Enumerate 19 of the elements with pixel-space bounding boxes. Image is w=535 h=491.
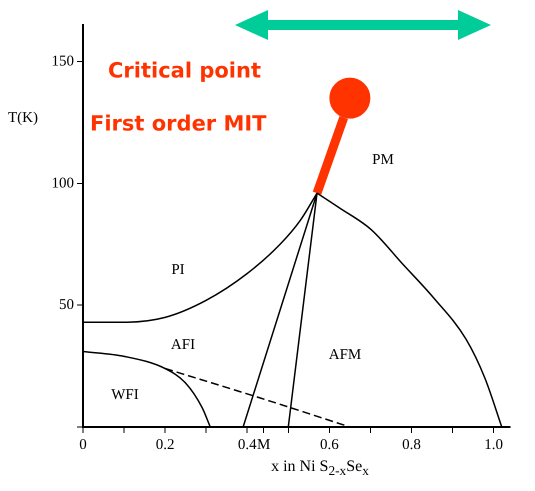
x-tick-label: 0: [79, 436, 87, 453]
y-tick-label: 150: [52, 53, 74, 70]
annotation: WFI: [111, 386, 139, 403]
x-tick-label: 1.0: [484, 436, 503, 453]
annotation: AFM: [328, 346, 362, 363]
x-tick-label: 0.4: [238, 436, 258, 453]
x-tick-label: M: [256, 436, 270, 453]
y-tick-label: 50: [59, 297, 74, 314]
annotation: Critical point: [108, 58, 261, 82]
y-tick-label: 100: [52, 175, 74, 192]
annotation: PI: [171, 262, 185, 278]
x-tick-label: 0.6: [320, 436, 340, 453]
y-axis-title: T(K): [8, 110, 38, 127]
x-tick-label: 0.2: [156, 436, 174, 453]
annotation: AFI: [170, 336, 196, 353]
x-axis-title: x in Ni S$_{2-x}$Se$_{x}$: [270, 458, 370, 480]
x-tick-label: 0.8: [402, 436, 421, 453]
annotation: PM: [372, 152, 394, 168]
annotation: First order MIT: [90, 111, 268, 136]
